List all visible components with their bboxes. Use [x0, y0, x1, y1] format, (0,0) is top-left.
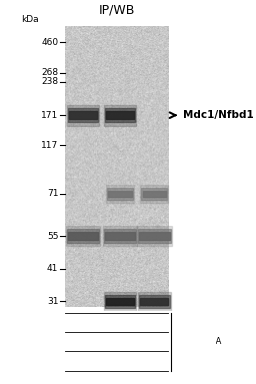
Text: A304-843A: A304-843A	[176, 337, 222, 346]
Text: –: –	[81, 337, 85, 346]
Text: Mdc1/Nfbd1: Mdc1/Nfbd1	[183, 110, 253, 120]
Bar	[0, 311, 216, 374]
Text: –: –	[152, 337, 157, 346]
Bar	[138, 292, 171, 311]
Bar	[140, 298, 168, 305]
Text: +: +	[116, 337, 123, 346]
Text: –: –	[118, 356, 122, 366]
Text: –: –	[152, 318, 157, 327]
Bar	[108, 191, 132, 197]
Text: IP/WB: IP/WB	[99, 3, 135, 16]
Text: 31: 31	[47, 297, 58, 306]
Text: IP: IP	[176, 337, 184, 346]
Text: +: +	[80, 318, 87, 327]
Text: 71: 71	[47, 189, 58, 199]
Text: kDa: kDa	[22, 15, 39, 24]
Bar	[103, 226, 137, 246]
Bar	[137, 226, 172, 246]
Bar	[68, 108, 98, 122]
Bar	[106, 111, 134, 119]
Bar	[67, 229, 99, 243]
Text: –: –	[118, 318, 122, 327]
Text: 171: 171	[41, 111, 58, 120]
Bar	[139, 295, 169, 308]
Bar	[105, 108, 135, 122]
Bar	[143, 191, 166, 197]
Bar	[104, 229, 136, 243]
Bar	[140, 185, 168, 203]
Bar	[138, 229, 171, 243]
Bar	[66, 226, 100, 246]
Bar	[105, 295, 135, 308]
Bar	[106, 185, 134, 203]
Text: Ctrl IgG: Ctrl IgG	[176, 356, 208, 366]
Bar	[142, 188, 167, 200]
Bar	[104, 105, 136, 126]
Text: –: –	[81, 356, 85, 366]
Text: BL18630: BL18630	[176, 318, 213, 327]
Text: +: +	[151, 356, 158, 366]
Bar	[69, 111, 97, 119]
Bar	[107, 188, 133, 200]
Text: 238: 238	[41, 77, 58, 86]
Bar	[139, 232, 169, 240]
Bar	[67, 105, 99, 126]
Text: 55: 55	[47, 232, 58, 241]
Bar	[105, 232, 135, 240]
Text: 117: 117	[41, 141, 58, 150]
Text: 460: 460	[41, 38, 58, 47]
Bar	[104, 292, 136, 311]
Bar	[68, 232, 98, 240]
Bar	[106, 298, 134, 305]
Text: 268: 268	[41, 68, 58, 78]
Text: 41: 41	[47, 264, 58, 273]
